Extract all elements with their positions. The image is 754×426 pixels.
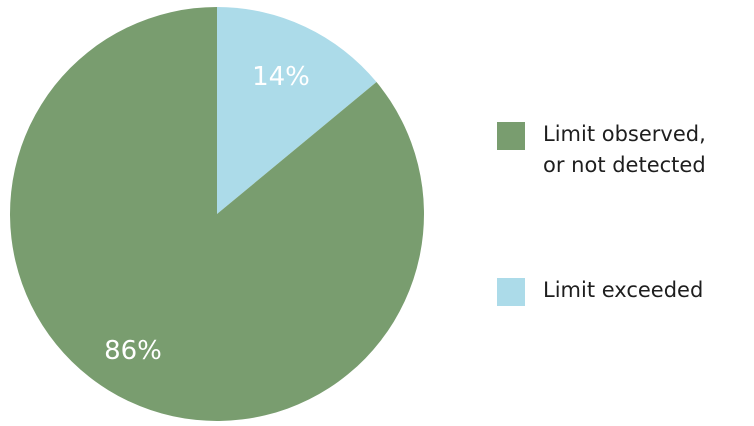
legend-label-exceeded: Limit exceeded	[543, 278, 704, 302]
legend-label-observed: Limit observed, or not detected	[543, 122, 706, 177]
pie-slice-exceeded	[217, 7, 377, 214]
pie-slice-observed	[10, 7, 424, 421]
legend-item-exceeded: Limit exceeded	[497, 278, 703, 306]
legend-swatch-observed	[497, 122, 525, 150]
slice-label-exceeded: 14%	[252, 62, 310, 92]
slice-label-observed: 86%	[104, 336, 162, 366]
legend-item-observed: Limit observed, or not detected	[497, 122, 706, 181]
legend-swatch-exceeded	[497, 278, 525, 306]
